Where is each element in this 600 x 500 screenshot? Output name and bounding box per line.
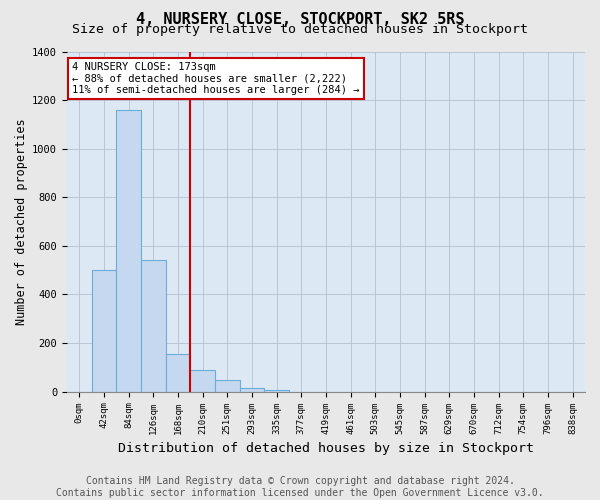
Bar [141,260,166,392]
Bar [92,270,116,392]
X-axis label: Distribution of detached houses by size in Stockport: Distribution of detached houses by size … [118,442,534,455]
Bar [239,388,264,392]
Text: Contains HM Land Registry data © Crown copyright and database right 2024.
Contai: Contains HM Land Registry data © Crown c… [56,476,544,498]
Bar [215,380,239,392]
Text: 4 NURSERY CLOSE: 173sqm
← 88% of detached houses are smaller (2,222)
11% of semi: 4 NURSERY CLOSE: 173sqm ← 88% of detache… [72,62,359,95]
Bar [166,354,190,392]
Text: 4, NURSERY CLOSE, STOCKPORT, SK2 5RS: 4, NURSERY CLOSE, STOCKPORT, SK2 5RS [136,12,464,28]
Bar [264,390,289,392]
Y-axis label: Number of detached properties: Number of detached properties [15,118,28,325]
Text: Size of property relative to detached houses in Stockport: Size of property relative to detached ho… [72,24,528,36]
Bar [116,110,141,392]
Bar [190,370,215,392]
